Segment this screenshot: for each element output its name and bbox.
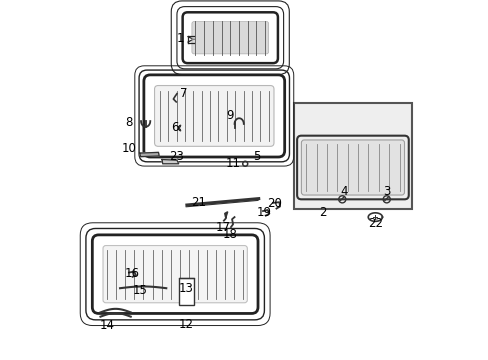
Text: 9: 9 — [226, 109, 233, 122]
Text: 19: 19 — [256, 206, 271, 219]
FancyBboxPatch shape — [154, 86, 273, 147]
Text: 6: 6 — [171, 121, 179, 134]
FancyBboxPatch shape — [141, 72, 287, 160]
Text: 18: 18 — [223, 228, 237, 241]
Text: 21: 21 — [190, 196, 205, 209]
Text: 23: 23 — [169, 150, 184, 163]
Text: 2: 2 — [318, 206, 326, 219]
Text: 7: 7 — [180, 87, 187, 100]
FancyBboxPatch shape — [89, 232, 261, 317]
Polygon shape — [162, 159, 178, 164]
Text: 20: 20 — [267, 197, 282, 211]
Text: 5: 5 — [253, 150, 260, 163]
Text: 15: 15 — [132, 284, 147, 297]
Text: 16: 16 — [125, 267, 140, 280]
Text: 22: 22 — [368, 217, 383, 230]
Text: 1: 1 — [176, 32, 183, 45]
Text: 8: 8 — [125, 116, 132, 129]
FancyBboxPatch shape — [191, 22, 268, 54]
Bar — [179, 278, 194, 305]
Text: 10: 10 — [121, 142, 136, 155]
Text: 4: 4 — [340, 185, 347, 198]
FancyBboxPatch shape — [103, 246, 247, 303]
Polygon shape — [140, 152, 159, 157]
FancyBboxPatch shape — [179, 9, 281, 66]
FancyBboxPatch shape — [301, 140, 404, 195]
Text: 13: 13 — [178, 282, 193, 295]
Text: 11: 11 — [225, 157, 241, 170]
Text: 3: 3 — [382, 185, 389, 198]
Text: 12: 12 — [178, 318, 193, 331]
Text: 17: 17 — [215, 221, 230, 234]
Bar — [294, 103, 411, 209]
Text: 14: 14 — [100, 319, 115, 332]
